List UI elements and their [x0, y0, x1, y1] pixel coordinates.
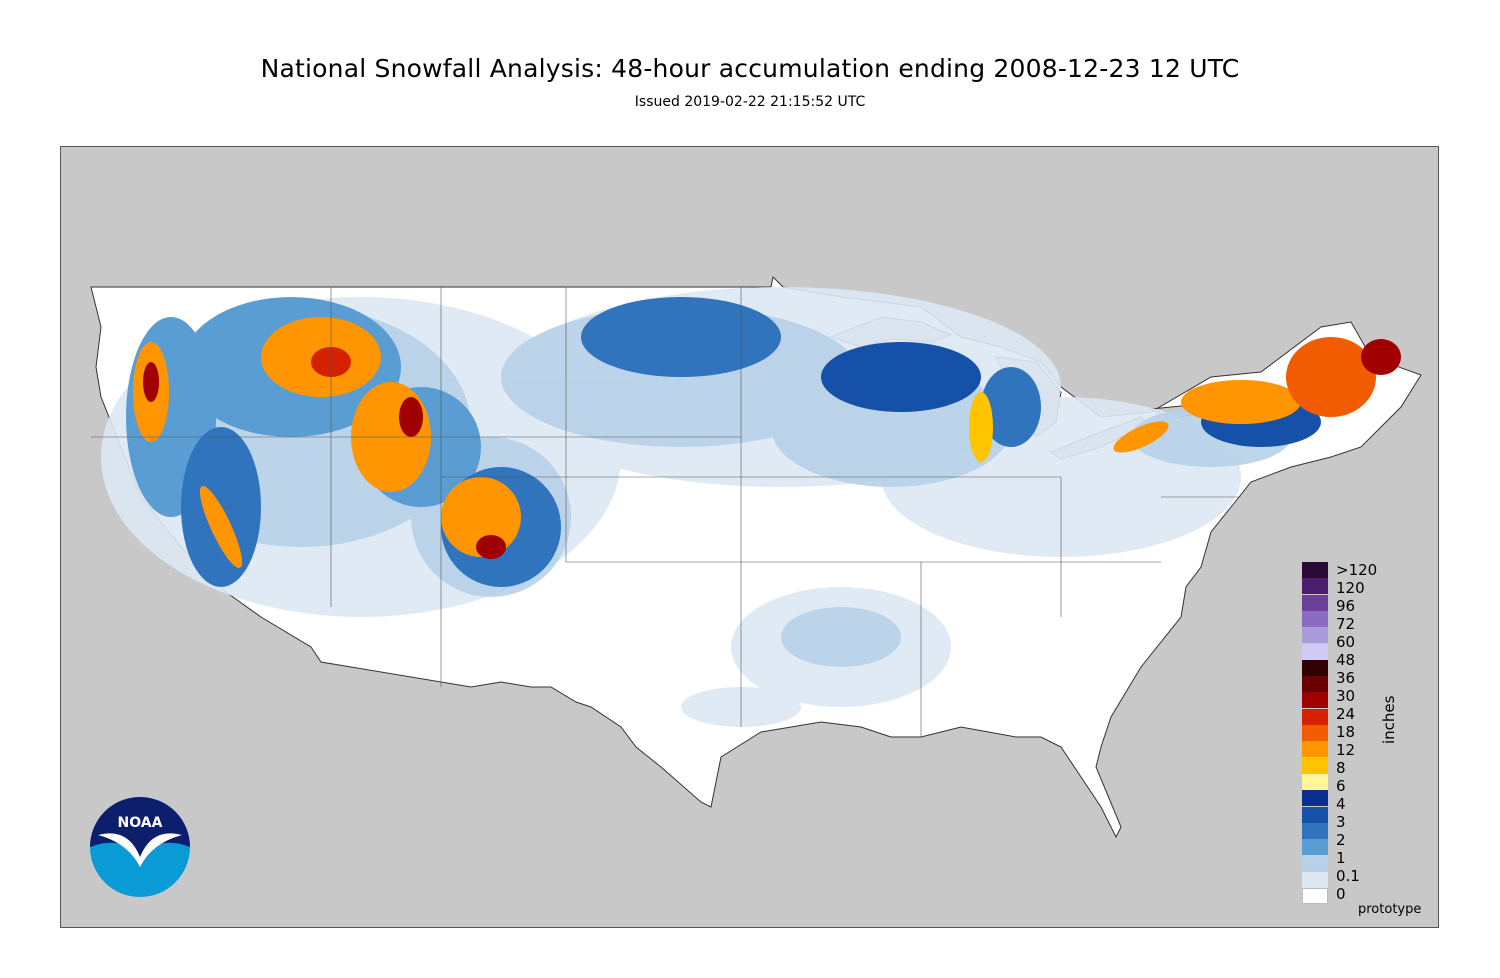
- legend-tick-label: 48: [1336, 651, 1356, 670]
- legend-swatch: [1302, 855, 1328, 872]
- legend-swatch: [1302, 741, 1328, 758]
- state-boundaries: [91, 287, 1241, 737]
- legend-tick-label: 2: [1336, 831, 1346, 850]
- legend-unit-label: inches: [1380, 695, 1398, 744]
- legend-swatch: [1302, 578, 1328, 595]
- legend-swatch: [1302, 773, 1328, 790]
- issued-timestamp: Issued 2019-02-22 21:15:52 UTC: [634, 94, 866, 110]
- legend-tick-label: 6: [1336, 777, 1346, 796]
- legend-tick-label: 18: [1336, 723, 1356, 742]
- legend-swatch: [1302, 757, 1328, 774]
- legend-tick-label: 60: [1336, 633, 1356, 652]
- legend-swatch: [1302, 888, 1328, 904]
- legend-tick-label: 24: [1336, 705, 1356, 724]
- map-canvas: [90, 275, 1422, 839]
- prototype-watermark: prototype: [1358, 902, 1422, 917]
- legend-swatch: [1302, 725, 1328, 741]
- legend-tick-label: 0: [1336, 885, 1346, 904]
- noaa-logo: NOAA: [88, 795, 192, 903]
- legend-swatch: [1302, 659, 1328, 676]
- noaa-logo-text: NOAA: [118, 815, 163, 831]
- legend-tick-label: 12: [1336, 741, 1356, 760]
- legend-swatch: [1302, 676, 1328, 693]
- legend-swatch: [1302, 692, 1328, 709]
- legend-swatch: [1302, 627, 1328, 644]
- legend-tick-label: 3: [1336, 813, 1346, 832]
- legend-tick-label: 4: [1336, 795, 1346, 814]
- legend-tick-label: 8: [1336, 759, 1346, 778]
- legend-swatch: [1302, 871, 1328, 888]
- legend-swatch: [1302, 839, 1328, 856]
- legend-swatch: [1302, 610, 1328, 627]
- legend-swatch: [1302, 643, 1328, 660]
- snowfall-red: [143, 339, 1401, 559]
- legend-tick-label: >120: [1336, 561, 1378, 579]
- legend-swatch: [1302, 822, 1328, 839]
- legend-tick-label: 30: [1336, 687, 1356, 706]
- legend-swatch: [1302, 594, 1328, 611]
- legend-tick-label: 72: [1336, 615, 1356, 634]
- map-title: National Snowfall Analysis: 48-hour accu…: [260, 54, 1240, 83]
- legend-swatch: [1302, 708, 1328, 725]
- snowfall-map: [60, 146, 1439, 928]
- snowfall-orange: [133, 317, 1376, 569]
- legend-tick-label: 96: [1336, 597, 1356, 616]
- legend-tick-label: 0.1: [1336, 867, 1360, 886]
- legend-tick-label: 120: [1336, 579, 1365, 598]
- legend-swatch: [1302, 790, 1328, 807]
- legend-swatch: [1302, 562, 1328, 578]
- legend-tick-label: 1: [1336, 849, 1346, 868]
- legend-swatch: [1302, 806, 1328, 823]
- noaa-logo-icon: NOAA: [90, 797, 190, 897]
- legend-tick-label: 36: [1336, 669, 1356, 688]
